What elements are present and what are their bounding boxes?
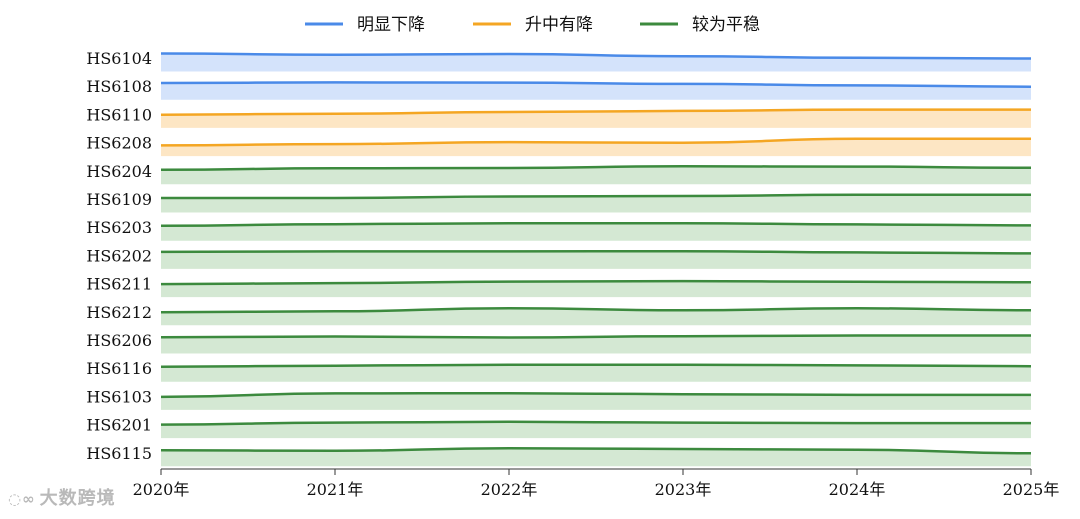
- row-label: HS6108: [86, 77, 152, 96]
- row-label: HS6103: [86, 387, 152, 406]
- x-tick-label: 2025年: [1003, 480, 1060, 499]
- x-tick-label: 2023年: [655, 480, 712, 499]
- ridge-line: [160, 221, 1032, 227]
- row-label: HS6204: [86, 162, 152, 181]
- ridge-HS6201: HS6201: [86, 416, 1031, 439]
- ridge-area: [161, 308, 1031, 325]
- ridge-line: [160, 193, 1031, 200]
- legend-item-flat: 较为平稳: [640, 15, 760, 35]
- ridge-HS6212: HS6212: [86, 303, 1032, 326]
- ridge-HS6202: HS6202: [86, 246, 1032, 269]
- ridge-HS6115: HS6115: [86, 444, 1032, 467]
- row-label: HS6206: [86, 331, 152, 350]
- row-label: HS6208: [86, 134, 152, 153]
- ridge-HS6204: HS6204: [86, 162, 1032, 185]
- legend-label: 明显下降: [357, 15, 425, 35]
- ridge-HS6109: HS6109: [86, 190, 1031, 213]
- row-label: HS6116: [86, 359, 152, 378]
- ridge-line: [160, 81, 1032, 88]
- ridge-HS6116: HS6116: [86, 359, 1032, 382]
- ridge-HS6208: HS6208: [86, 134, 1031, 157]
- ridge-area: [161, 335, 1031, 353]
- row-label: HS6212: [86, 303, 152, 322]
- ridge-area: [161, 166, 1031, 184]
- ridge-line: [160, 420, 1031, 426]
- legend-label: 较为平稳: [692, 15, 760, 35]
- ridge-area: [161, 393, 1031, 410]
- row-label: HS6110: [86, 105, 152, 124]
- ridge-area: [161, 82, 1031, 100]
- ridge-HS6110: HS6110: [86, 105, 1031, 128]
- x-tick-label: 2024年: [829, 480, 886, 499]
- row-label: HS6115: [86, 444, 152, 463]
- x-tick-label: 2021年: [307, 480, 364, 499]
- watermark-text: 大数跨境: [39, 488, 116, 509]
- ridge-area: [161, 251, 1031, 269]
- legend: 明显下降 升中有降 较为平稳: [305, 15, 760, 35]
- row-label: HS6203: [86, 218, 152, 237]
- ridge-line: [160, 137, 1031, 147]
- ridge-area: [161, 281, 1031, 297]
- legend-item-rise_fall: 升中有降: [473, 15, 593, 35]
- ridge-area: [161, 138, 1031, 156]
- ridge-HS6108: HS6108: [86, 77, 1032, 100]
- ridge-area: [161, 448, 1031, 466]
- ridge-line: [160, 391, 1031, 399]
- legend-label: 升中有降: [525, 15, 593, 35]
- ridge-HS6203: HS6203: [86, 218, 1032, 241]
- legend-item-down: 明显下降: [305, 15, 425, 35]
- ridge-line: [160, 108, 1031, 116]
- row-label: HS6211: [86, 275, 152, 294]
- x-axis: 2020年 2021年 2022年 2023年 2024年 2025年: [133, 468, 1060, 499]
- x-tick-label: 2022年: [481, 480, 538, 499]
- ridge-line: [160, 279, 1032, 286]
- row-label: HS6104: [86, 49, 152, 68]
- ridge-area: [161, 364, 1031, 382]
- ridge-HS6206: HS6206: [86, 331, 1031, 354]
- row-label: HS6109: [86, 190, 152, 209]
- watermark: ◌∞ 大数跨境: [8, 484, 116, 510]
- ridge-line: [160, 249, 1032, 255]
- ridge-HS6103: HS6103: [86, 387, 1031, 410]
- ridge-line: [160, 52, 1032, 60]
- row-label: HS6202: [86, 246, 152, 265]
- row-label: HS6201: [86, 416, 152, 435]
- watermark-logo-icon: ◌∞: [8, 490, 36, 508]
- ridge-area: [161, 223, 1031, 241]
- ridge-line: [160, 307, 1032, 314]
- ridge-line: [160, 334, 1031, 339]
- ridge-HS6104: HS6104: [86, 49, 1032, 72]
- ridge-line: [160, 363, 1032, 368]
- x-tick-label: 2020年: [133, 480, 190, 499]
- ridge-line: [160, 165, 1032, 172]
- ridge-line: [160, 447, 1032, 455]
- ridge-HS6211: HS6211: [86, 275, 1032, 298]
- ridge-area: [161, 194, 1031, 212]
- ridge-area: [161, 421, 1031, 438]
